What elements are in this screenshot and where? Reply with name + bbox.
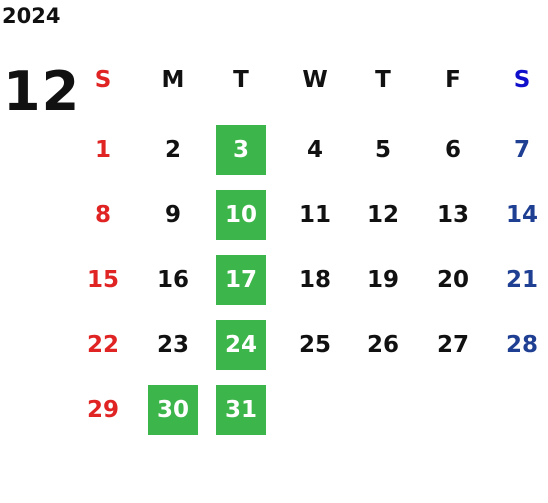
day: 14 (505, 202, 538, 228)
day: 25 (298, 332, 331, 358)
day: 4 (306, 137, 323, 163)
highlighted-day: 31 (216, 385, 266, 435)
day: 23 (156, 332, 189, 358)
month: 12 (3, 60, 81, 123)
weekday-header: S (94, 67, 112, 93)
highlighted-day: 30 (148, 385, 198, 435)
day: 19 (366, 267, 399, 293)
day: 12 (366, 202, 399, 228)
day: 9 (164, 202, 181, 228)
weekday-header: M (161, 67, 185, 93)
day: 28 (505, 332, 538, 358)
day: 6 (444, 137, 461, 163)
day: 5 (374, 137, 391, 163)
day: 29 (86, 397, 119, 423)
day: 26 (366, 332, 399, 358)
highlighted-day: 3 (216, 125, 266, 175)
day: 13 (436, 202, 469, 228)
weekday-header: T (375, 67, 391, 93)
day: 20 (436, 267, 469, 293)
day: 22 (86, 332, 119, 358)
day: 7 (513, 137, 530, 163)
weekday-header: T (233, 67, 249, 93)
day: 21 (505, 267, 538, 293)
day: 16 (156, 267, 189, 293)
highlighted-day: 10 (216, 190, 266, 240)
year: 2024 (2, 4, 61, 28)
day: 8 (94, 202, 111, 228)
day: 27 (436, 332, 469, 358)
highlighted-day: 17 (216, 255, 266, 305)
day: 1 (94, 137, 111, 163)
weekday-header: F (445, 67, 461, 93)
highlighted-day: 24 (216, 320, 266, 370)
day: 11 (298, 202, 331, 228)
day: 18 (298, 267, 331, 293)
weekday-header: S (513, 67, 531, 93)
day: 2 (164, 137, 181, 163)
weekday-header: W (302, 67, 328, 93)
day: 15 (86, 267, 119, 293)
